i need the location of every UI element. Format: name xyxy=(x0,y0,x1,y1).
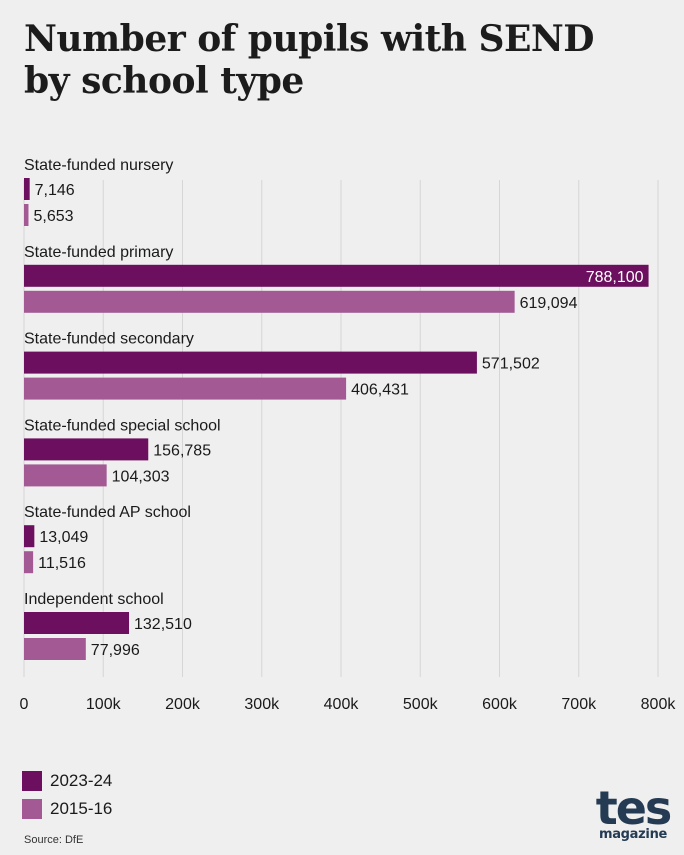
x-tick-label-100k: 100k xyxy=(86,696,122,713)
bar-chart: 0 100k 200k 300k 400k 500k 600k 700k 800k State-f… xyxy=(20,157,677,713)
legend-swatch-2015-16 xyxy=(22,799,42,819)
category-label: State-funded AP school xyxy=(24,504,191,521)
data-label-2023-24: 571,502 xyxy=(482,356,540,373)
legend-label-2023-24: 2023-24 xyxy=(50,771,113,790)
bar-2023-24 xyxy=(24,351,477,374)
category-label: State-funded primary xyxy=(24,244,173,261)
x-tick-label-200k: 200k xyxy=(165,696,201,713)
data-label-2015-16: 11,516 xyxy=(38,555,86,572)
category-label: State-funded secondary xyxy=(24,331,194,348)
bar-2015-16 xyxy=(24,464,107,487)
bar-2023-24 xyxy=(24,438,149,461)
data-label-2015-16: 104,303 xyxy=(112,468,170,485)
x-tick-label-600k: 600k xyxy=(482,696,518,713)
x-tick-label-700k: 700k xyxy=(561,696,597,713)
data-label-2023-24: 13,049 xyxy=(39,529,88,546)
data-label-2023-24: 156,785 xyxy=(153,442,211,459)
data-label-2023-24: 7,146 xyxy=(35,182,75,199)
legend-item-2023-24: 2023-24 xyxy=(22,767,112,795)
legend-item-2015-16: 2015-16 xyxy=(22,795,112,823)
logo-sub-text: magazine xyxy=(598,827,668,842)
data-label-2015-16: 619,094 xyxy=(520,295,578,312)
bar-2015-16 xyxy=(24,204,29,226)
legend: 2023-24 2015-16 xyxy=(22,767,112,823)
data-label-2023-24: 788,100 xyxy=(586,269,644,286)
bar-2015-16 xyxy=(24,551,34,574)
bar-2023-24 xyxy=(24,612,130,634)
bar-2015-16 xyxy=(24,290,515,313)
x-tick-label-500k: 500k xyxy=(403,696,439,713)
chart-title-line-1: Number of pupils with SEND xyxy=(24,18,595,60)
data-label-2015-16: 406,431 xyxy=(351,382,409,399)
data-label-2015-16: 77,996 xyxy=(91,642,140,659)
x-tick-label-400k: 400k xyxy=(324,696,360,713)
bar-2015-16 xyxy=(24,377,347,400)
x-tick-label-800k: 800k xyxy=(641,696,677,713)
bar-2015-16 xyxy=(24,638,86,660)
chart-title: Number of pupils with SEND by school typ… xyxy=(24,18,644,102)
bar-2023-24 xyxy=(24,264,649,287)
bar-2023-24 xyxy=(24,525,35,548)
data-label-2015-16: 5,653 xyxy=(33,208,73,225)
chart-title-line-2: by school type xyxy=(24,60,304,102)
x-tick-label-0: 0 xyxy=(20,696,29,713)
legend-swatch-2023-24 xyxy=(22,771,42,791)
logo-main-text: tes xyxy=(595,781,673,835)
category-label: State-funded special school xyxy=(24,417,221,434)
x-tick-label-300k: 300k xyxy=(244,696,280,713)
category-label: Independent school xyxy=(24,591,164,608)
bar-2023-24 xyxy=(24,178,30,200)
source-note: Source: DfE xyxy=(24,834,84,846)
category-label: State-funded nursery xyxy=(24,157,173,174)
legend-label-2015-16: 2015-16 xyxy=(50,799,113,818)
tes-magazine-logo: tes magazine xyxy=(595,781,673,842)
data-label-2023-24: 132,510 xyxy=(134,616,192,633)
